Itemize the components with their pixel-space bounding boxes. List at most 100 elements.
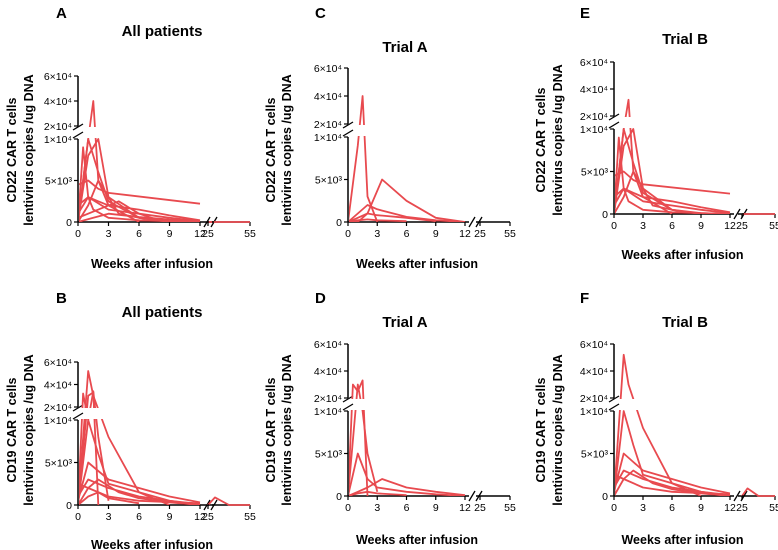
x-axis-label: Weeks after infusion [621, 248, 743, 262]
series-line [615, 469, 731, 496]
x-break-mark [468, 490, 476, 502]
series-line [349, 478, 466, 496]
x-tick-label: 3 [106, 228, 112, 240]
x-tick-label: 12 [194, 511, 206, 523]
x-tick-label: 9 [698, 220, 704, 232]
series-line [79, 482, 201, 505]
series-line [349, 490, 407, 496]
x-tick-label: 55 [504, 502, 516, 514]
y-axis-label: CD19 CAR T cells [5, 378, 19, 483]
x-axis-label: Weeks after infusion [621, 533, 743, 547]
y-axis-label: CD22 CAR T cells [264, 98, 278, 203]
x-tick-label: 55 [769, 502, 778, 514]
x-tick-label: 12 [724, 502, 736, 514]
y-tick-label: 6×10⁴ [314, 339, 342, 351]
x-tick-label: 3 [374, 502, 380, 514]
y-tick-label: 0 [602, 209, 608, 221]
series-line [79, 146, 201, 222]
y-tick-label: 2×10⁴ [44, 402, 72, 414]
x-tick-label: 6 [136, 228, 142, 240]
x-tick-label: 6 [404, 502, 410, 514]
y-tick-label: 2×10⁴ [44, 121, 72, 133]
series-line [349, 212, 436, 222]
x-tick-label: 9 [698, 502, 704, 514]
x-tick-label: 25 [736, 220, 748, 232]
y-axis-label: CD22 CAR T cells [5, 98, 19, 203]
y-break-mark [342, 129, 354, 137]
series-line [349, 383, 379, 496]
x-tick-label: 0 [75, 511, 81, 523]
y-tick-label: 5×10³ [315, 175, 343, 187]
series-line [79, 196, 201, 222]
series-group [79, 100, 201, 222]
y-break-mark [342, 403, 354, 411]
panel-letter: B [56, 290, 67, 307]
y-break-mark [608, 113, 620, 121]
y-tick-label: 5×10³ [45, 176, 73, 188]
x-tick-label: 3 [640, 502, 646, 514]
y-break-mark [342, 121, 354, 129]
series-line [79, 491, 140, 505]
x-break-mark [468, 216, 476, 228]
y-axis-label: lentivirus copies /ug DNA [22, 74, 36, 225]
series-group [349, 95, 466, 222]
x-tick-label: 6 [136, 511, 142, 523]
series-line [615, 473, 731, 496]
y-break-mark [72, 404, 84, 412]
y-tick-label: 5×10³ [581, 167, 609, 179]
x-axis-label: Weeks after infusion [356, 257, 478, 271]
y-axis-label: lentivirus copies /ug DNA [551, 64, 565, 215]
panel-title: All patients [122, 23, 203, 40]
y-tick-label: 5×10³ [45, 458, 73, 470]
x-tick-label: 3 [640, 220, 646, 232]
y-tick-label: 4×10⁴ [314, 91, 342, 103]
y-tick-label: 1×10⁴ [580, 406, 608, 418]
x-tick-label: 25 [474, 228, 486, 240]
y-tick-label: 6×10⁴ [580, 57, 608, 69]
panel-letter: E [580, 5, 590, 22]
x-tick-label: 12 [459, 502, 471, 514]
panel-letter: F [580, 290, 589, 307]
y-break-mark [342, 395, 354, 403]
series-line [615, 170, 702, 214]
x-tick-label: 55 [504, 228, 516, 240]
x-axis-label: Weeks after infusion [91, 538, 213, 550]
y-break-mark [608, 395, 620, 403]
series-line [207, 496, 250, 506]
y-axis-label: CD22 CAR T cells [534, 88, 548, 193]
x-tick-label: 12 [459, 228, 471, 240]
series-line [79, 179, 201, 205]
x-tick-label: 9 [167, 511, 173, 523]
y-axis-label: lentivirus copies /ug DNA [22, 354, 36, 505]
x-break-mark [475, 216, 483, 228]
x-break-mark [475, 490, 483, 502]
x-tick-label: 9 [433, 228, 439, 240]
x-tick-label: 6 [404, 228, 410, 240]
x-tick-label: 55 [244, 511, 256, 523]
series-line [615, 136, 731, 214]
y-tick-label: 0 [336, 217, 342, 229]
y-tick-label: 2×10⁴ [314, 119, 342, 131]
y-tick-label: 6×10⁴ [314, 63, 342, 75]
y-tick-label: 0 [336, 491, 342, 503]
series-group [349, 379, 466, 496]
y-tick-label: 6×10⁴ [44, 71, 72, 83]
x-tick-label: 6 [669, 502, 675, 514]
y-tick-label: 1×10⁴ [44, 134, 72, 146]
x-tick-label: 6 [669, 220, 675, 232]
x-tick-label: 55 [769, 220, 778, 232]
x-tick-label: 0 [345, 228, 351, 240]
series-group [615, 353, 731, 496]
panel-title: Trial B [662, 31, 708, 48]
y-tick-label: 2×10⁴ [580, 111, 608, 123]
y-break-mark [72, 131, 84, 139]
panel-title: Trial B [662, 314, 708, 331]
y-axis-label: lentivirus copies /ug DNA [551, 354, 565, 505]
y-tick-label: 6×10⁴ [580, 339, 608, 351]
y-tick-label: 1×10⁴ [580, 124, 608, 136]
y-axis-label: lentivirus copies /ug DNA [280, 354, 294, 505]
series-line [349, 178, 466, 222]
series-line [79, 212, 201, 222]
